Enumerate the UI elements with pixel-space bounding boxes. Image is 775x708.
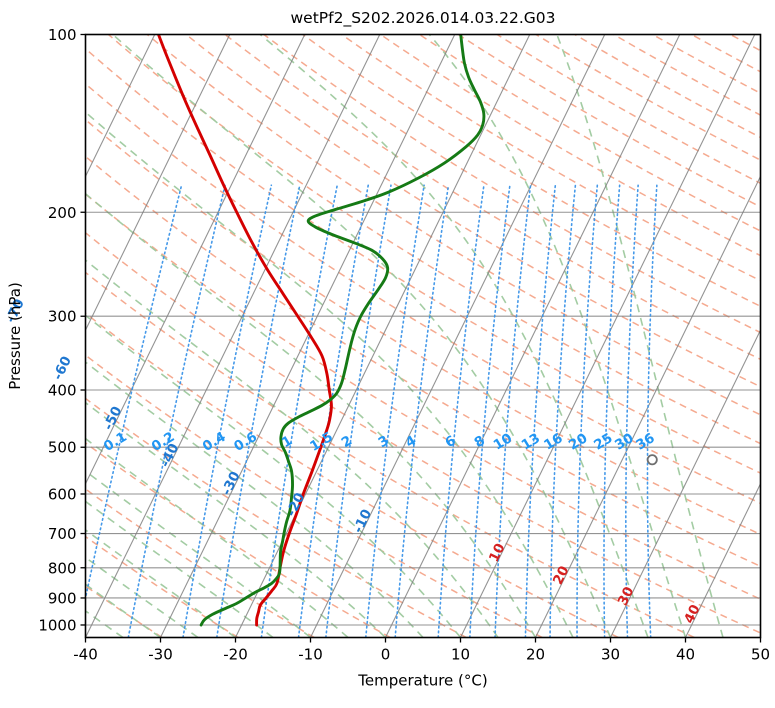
mixing-ratio-line — [260, 184, 339, 638]
dry-adiabat — [223, 34, 761, 361]
moist-adiabat — [85, 111, 574, 638]
plot-frame — [84, 33, 762, 639]
mixing-ratio-line — [297, 184, 370, 638]
mixing-ratio-line — [646, 184, 658, 638]
y-tick-label: 800 — [48, 559, 77, 577]
moist-adiabat — [85, 583, 161, 638]
y-tick-label: 200 — [48, 204, 77, 222]
mixing-ratio-line — [325, 184, 392, 638]
isotherm-label-40: 40 — [681, 602, 704, 626]
x-tick-label: 30 — [601, 646, 620, 664]
isotherm-line — [685, 482, 761, 638]
x-tick-label: 10 — [451, 646, 470, 664]
moist-adiabat — [85, 500, 274, 638]
mixing-ratio-line — [216, 184, 301, 638]
moist-adiabat — [85, 437, 349, 638]
y-tick-label: 700 — [48, 525, 77, 543]
lcl-marker-icon — [646, 454, 658, 466]
dry-adiabat — [85, 585, 163, 638]
y-tick-label: 600 — [48, 485, 77, 503]
dry-adiabat — [340, 34, 761, 282]
isotherm-line — [85, 34, 156, 178]
background-gridlines — [85, 34, 761, 638]
moist-adiabat — [428, 34, 687, 638]
dry-adiabat — [85, 354, 543, 638]
isotherm-line — [85, 34, 306, 486]
mixing-ratio-line — [549, 184, 577, 638]
page-title: wetPf2_S202.2026.014.03.22.G03 — [291, 9, 556, 28]
lcl-marker — [646, 454, 658, 466]
moist-adiabat — [259, 34, 649, 638]
isotherm-line — [535, 175, 761, 638]
mixing-ratio-line — [603, 184, 621, 638]
moist-adiabat — [85, 361, 424, 638]
x-tick-label: -10 — [298, 646, 323, 664]
dry-adiabat — [85, 82, 761, 505]
moist-adiabat — [85, 401, 387, 638]
dry-adiabat — [262, 34, 761, 334]
x-axis-title: Temperature (°C) — [357, 672, 487, 690]
dry-adiabat — [85, 118, 761, 536]
mixing-ratio-lines — [85, 184, 658, 638]
isotherm-line — [310, 34, 606, 638]
y-axis-title: Pressure (hPa) — [6, 282, 24, 390]
x-tick-label: 20 — [526, 646, 545, 664]
isotherm-label-30: 30 — [615, 584, 638, 608]
mixing-ratio-line — [127, 184, 226, 638]
moist-adiabat — [85, 259, 499, 638]
dry-adiabat — [85, 312, 619, 638]
isotherm-line — [385, 34, 681, 638]
y-tick-label: 100 — [48, 26, 77, 44]
mixing-ratio-line — [85, 184, 183, 602]
moist-adiabat — [85, 528, 236, 638]
dry-adiabat — [301, 34, 761, 308]
moist-adiabat — [556, 34, 724, 638]
x-tick-label: -40 — [73, 646, 98, 664]
mixing-ratio-line — [469, 184, 511, 638]
mixing-ratio-line — [437, 184, 485, 638]
y-tick-label: 900 — [48, 589, 77, 607]
isotherm-line — [160, 34, 456, 638]
mixing-ratio-line — [394, 184, 450, 638]
x-tick-label: -20 — [223, 646, 248, 664]
isotherm-line — [85, 34, 231, 332]
plot-border — [84, 33, 762, 639]
sounding-profiles — [157, 34, 486, 627]
mixing-ratio-line — [364, 184, 425, 638]
dry-adiabat — [85, 193, 761, 601]
isotherm-line — [460, 34, 756, 638]
isotherm-label-10: 10 — [486, 541, 509, 565]
dry-adiabat — [85, 442, 391, 638]
mixing-ratio-line — [625, 184, 639, 638]
x-tick-label: 0 — [381, 646, 391, 664]
mixing-ratio-line — [576, 184, 599, 638]
y-tick-label: 1000 — [38, 616, 76, 634]
moist-adiabat — [85, 192, 537, 638]
isotherm-label-20: 20 — [550, 563, 573, 587]
moist-adiabat — [85, 556, 199, 638]
isotherm-line — [85, 34, 381, 638]
moist-adiabat — [111, 34, 612, 638]
profile-temperature — [157, 34, 333, 627]
dry-adiabat — [85, 271, 695, 638]
mixing-ratio-line — [182, 184, 273, 638]
isotherm-line — [610, 328, 761, 638]
dry-adiabat — [85, 231, 761, 634]
y-tick-label: 400 — [48, 382, 77, 400]
dry-adiabat — [85, 535, 239, 638]
dry-adiabat — [85, 397, 467, 638]
x-tick-label: 50 — [751, 646, 770, 664]
dry-adiabat — [85, 155, 761, 568]
y-tick-label: 500 — [48, 439, 77, 457]
x-tick-label: 40 — [676, 646, 695, 664]
mixing-ratio-line — [494, 184, 532, 638]
profile-dewpoint — [199, 34, 486, 627]
y-tick-label: 300 — [48, 308, 77, 326]
x-tick-label: -30 — [148, 646, 173, 664]
mixing-ratio-line — [524, 184, 557, 638]
